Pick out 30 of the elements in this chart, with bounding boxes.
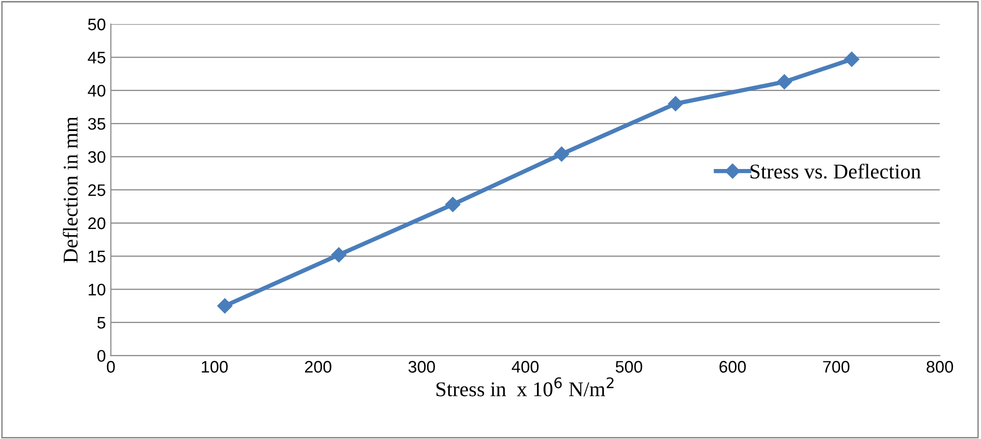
y-tick-label: 30 xyxy=(88,151,106,163)
x-tick-label: 800 xyxy=(926,360,954,373)
y-tick-label: 20 xyxy=(88,217,106,230)
point xyxy=(844,52,860,67)
x-tick-label: 300 xyxy=(408,360,435,373)
y-tick-label: 10 xyxy=(88,284,106,296)
y-tick-label: 0 xyxy=(97,350,106,362)
point xyxy=(554,146,570,162)
x-tick-label: 500 xyxy=(616,360,642,373)
y-tick-label: 35 xyxy=(88,118,106,130)
y-tick-label: 25 xyxy=(88,184,106,196)
y-tick-label: 40 xyxy=(88,84,106,97)
legend-label: Stress vs. Deflection xyxy=(750,164,921,179)
x-tick-label: 600 xyxy=(720,360,746,373)
x-tick-label: 0 xyxy=(106,360,115,373)
x-tick-label: 400 xyxy=(512,360,539,373)
x-tick-label: 200 xyxy=(305,360,332,373)
point xyxy=(668,96,684,112)
x-tick-label: 100 xyxy=(202,360,228,373)
y-tick-label: 45 xyxy=(88,52,106,64)
y-axis-title: Deflection in mm xyxy=(62,116,78,263)
point xyxy=(331,247,346,262)
x-tick-label: 700 xyxy=(823,360,850,373)
point xyxy=(217,298,232,314)
y-tick-label: 5 xyxy=(97,317,106,329)
point xyxy=(445,196,460,212)
point xyxy=(776,74,792,90)
y-tick-label: 15 xyxy=(88,250,106,262)
y-tick-label: 50 xyxy=(88,18,106,30)
x-axis-title: Stress in x 10$^{6}$ N/m$^{2}$ xyxy=(436,377,614,396)
